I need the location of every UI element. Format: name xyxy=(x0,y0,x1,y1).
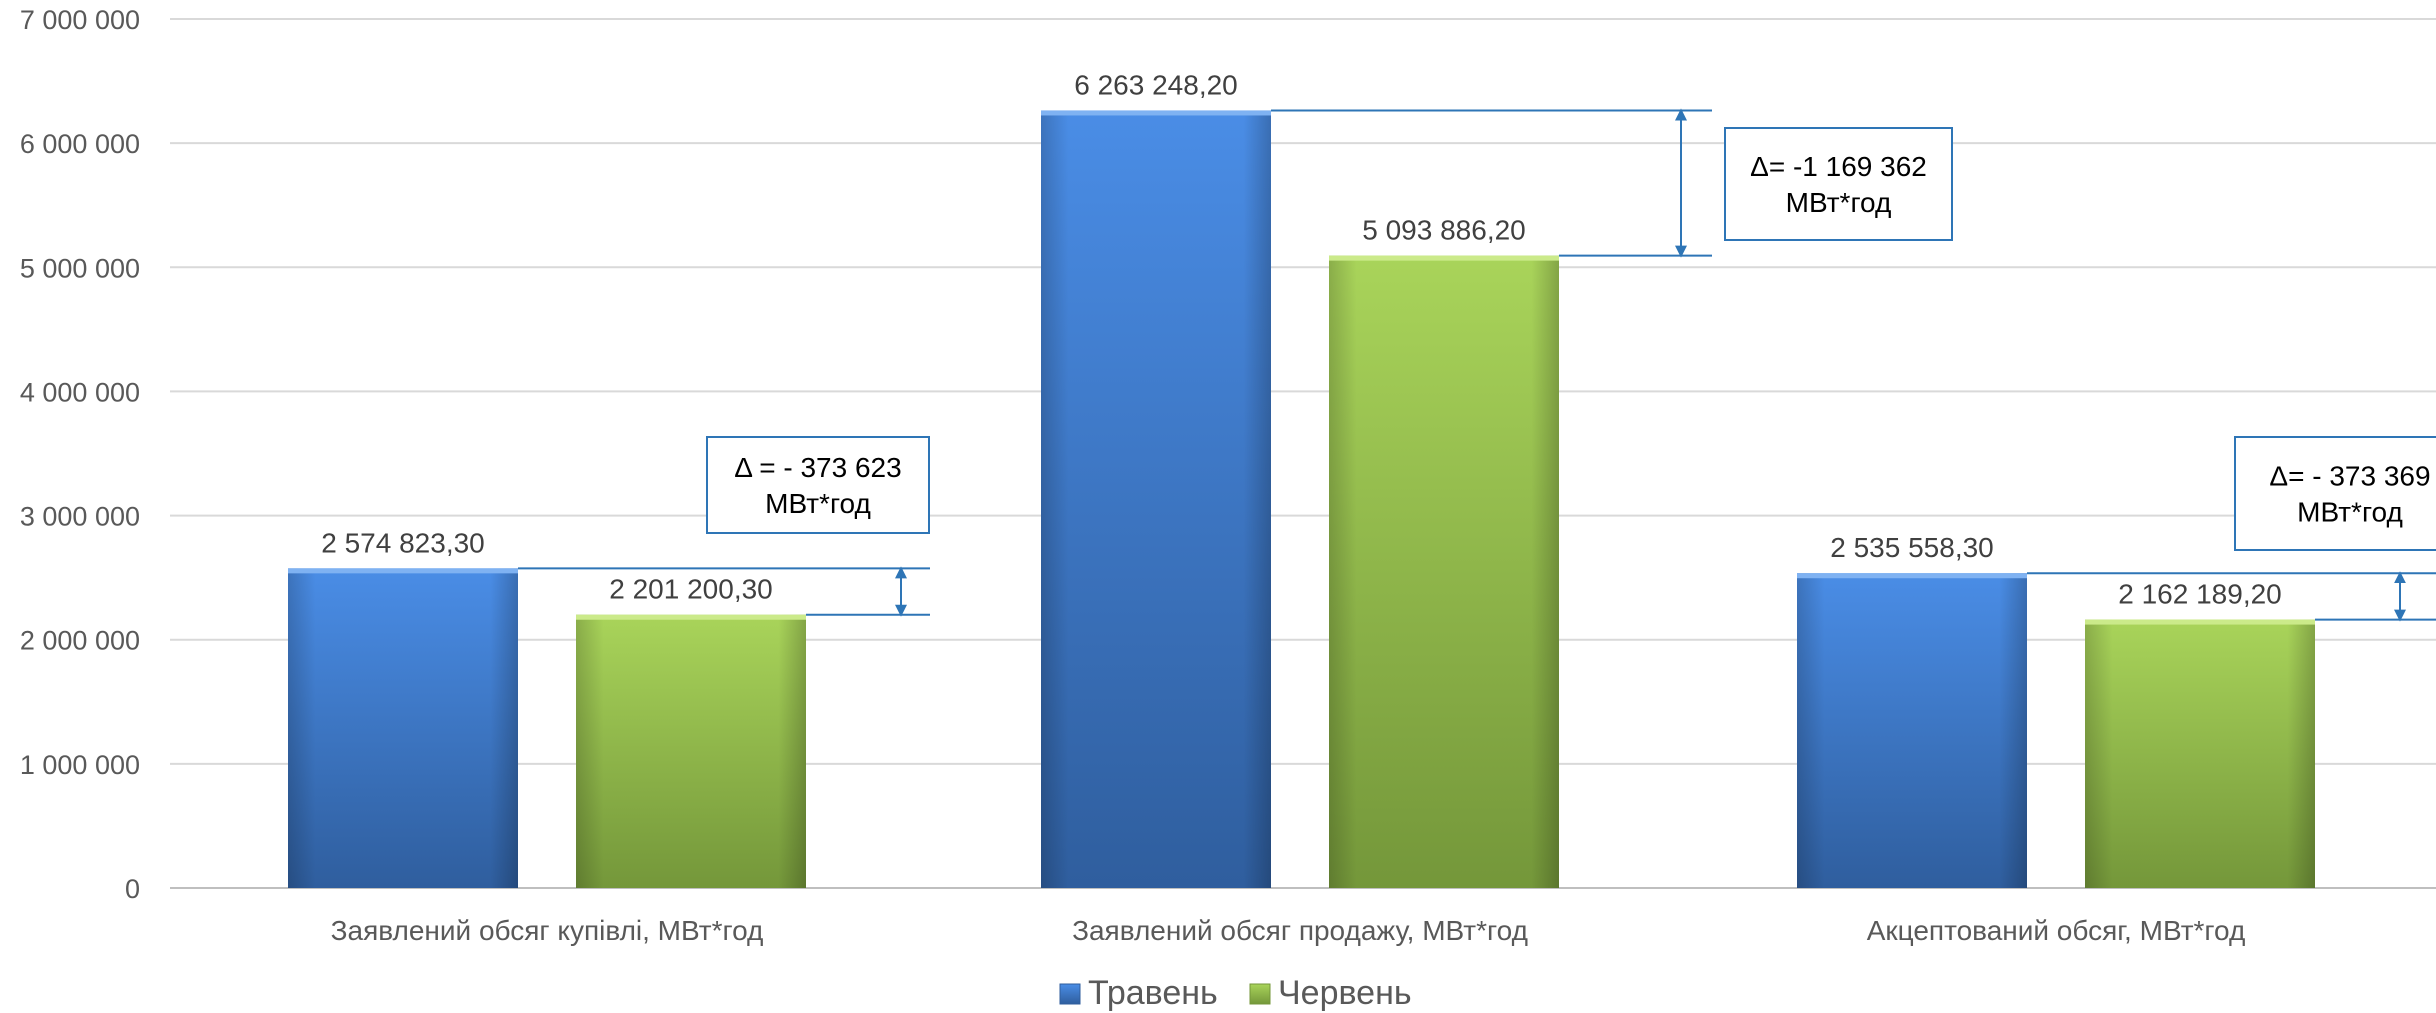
y-tick-label: 6 000 000 xyxy=(20,129,140,159)
y-tick-label: 3 000 000 xyxy=(20,502,140,532)
bar-shading xyxy=(1329,255,1559,888)
bar-top-highlight xyxy=(288,568,518,574)
data-labels: 2 574 823,30 2 201 200,30 6 263 248,20 5 09… xyxy=(321,69,2282,609)
y-tick-label: 2 000 000 xyxy=(20,626,140,656)
delta-box xyxy=(706,436,930,534)
bars xyxy=(288,110,2315,889)
bar-top-highlight xyxy=(1797,573,2027,579)
x-axis-categories: Заявлений обсяг купівлі, МВт*год Заявлени… xyxy=(331,915,2246,946)
bar-value-label: 5 093 886,20 xyxy=(1362,215,1526,246)
delta-box xyxy=(1724,127,1953,241)
category-label: Акцептований обсяг, МВт*год xyxy=(1867,915,2246,946)
bar-top-highlight xyxy=(1329,255,1559,261)
bar-value-label: 2 535 558,30 xyxy=(1830,532,1994,563)
y-axis-ticks: 0 1 000 000 2 000 000 3 000 000 4 000 000 5 0… xyxy=(20,5,140,904)
bar-value-label: 2 162 189,20 xyxy=(2118,579,2282,610)
delta-annotations: Δ = - 373 623 МВт*год Δ= -1 169 362 МВт*год… xyxy=(518,108,2436,622)
bar-top-highlight xyxy=(1041,110,1271,116)
delta-unit-text: МВт*год xyxy=(765,488,871,519)
bar-value-label: 2 201 200,30 xyxy=(609,574,773,605)
bar-shading xyxy=(576,614,806,888)
bar-top-highlight xyxy=(2085,619,2315,625)
bar-value-label: 2 574 823,30 xyxy=(321,527,485,558)
bar-top-highlight xyxy=(576,614,806,620)
y-tick-label: 4 000 000 xyxy=(20,377,140,407)
delta-value-text: Δ= -1 169 362 xyxy=(1750,151,1927,182)
delta-unit-text: МВт*год xyxy=(1786,187,1892,218)
legend-swatch xyxy=(1059,983,1081,1005)
bar-shading xyxy=(288,568,518,888)
y-tick-label: 1 000 000 xyxy=(20,750,140,780)
delta-value-text: Δ= - 373 369 xyxy=(2269,461,2430,492)
delta-unit-text: МВт*год xyxy=(2297,497,2403,528)
y-tick-label: 0 xyxy=(125,874,140,904)
y-tick-label: 7 000 000 xyxy=(20,5,140,35)
y-tick-label: 5 000 000 xyxy=(20,253,140,283)
bar-shading xyxy=(1041,110,1271,889)
category-label: Заявлений обсяг продажу, МВт*год xyxy=(1072,915,1528,946)
legend-label: Червень xyxy=(1278,974,1412,1012)
gridlines xyxy=(170,18,2436,889)
delta-value-text: Δ = - 373 623 xyxy=(734,452,901,483)
legend: Травень Червень xyxy=(1059,974,1412,1012)
legend-label: Травень xyxy=(1088,974,1218,1012)
delta-box xyxy=(2234,436,2436,551)
category-label: Заявлений обсяг купівлі, МВт*год xyxy=(331,915,764,946)
bar-shading xyxy=(2085,619,2315,888)
bar-value-label: 6 263 248,20 xyxy=(1074,69,1238,100)
bar-shading xyxy=(1797,573,2027,888)
legend-swatch xyxy=(1249,983,1271,1005)
